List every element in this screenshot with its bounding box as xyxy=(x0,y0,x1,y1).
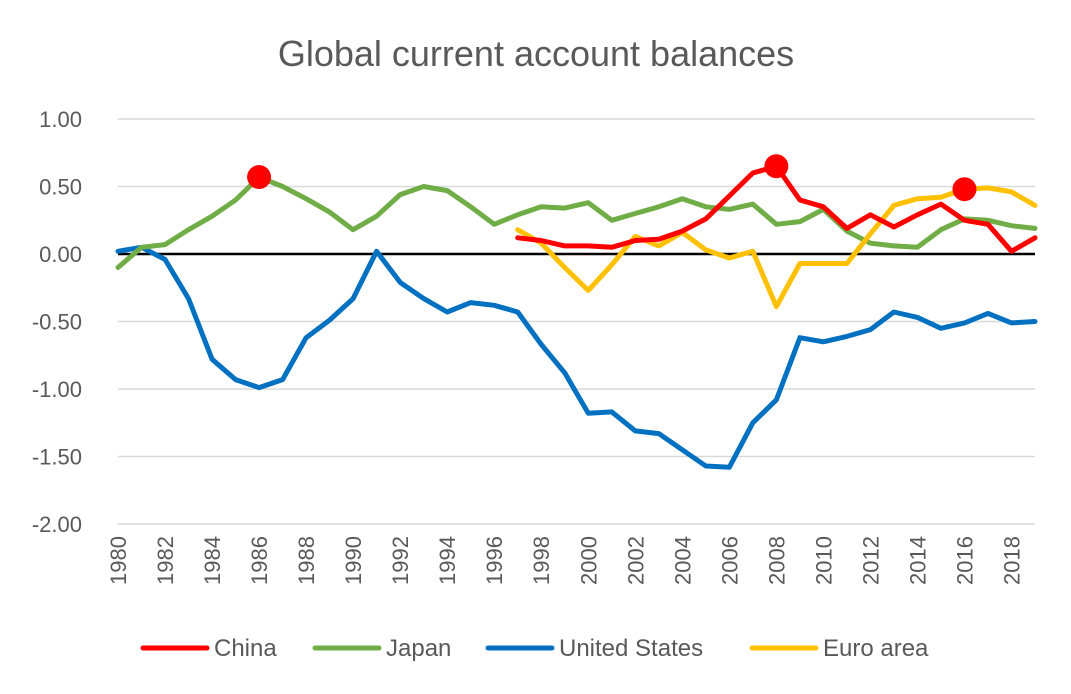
legend-item-china: China xyxy=(140,635,277,662)
x-tick-label: 2014 xyxy=(905,536,930,585)
x-tick-label: 2010 xyxy=(811,536,836,585)
y-axis: 1.00 0.50 0.00 -0.50 -1.00 -1.50 -2.00 xyxy=(32,107,82,537)
series-line-japan xyxy=(115,174,1038,270)
y-tick-label: 0.00 xyxy=(39,242,82,267)
x-tick-label: 1988 xyxy=(294,536,319,585)
chart-title: Global current account balances xyxy=(278,33,794,74)
legend: China Japan United States Euro area xyxy=(140,635,929,662)
x-tick-label: 2008 xyxy=(764,536,789,585)
legend-label: Japan xyxy=(386,635,451,662)
x-axis: 1980 1982 1984 1986 1988 1990 1992 1994 1996 1998… xyxy=(106,536,1024,585)
x-tick-label: 2002 xyxy=(623,536,648,585)
x-tick-label: 1990 xyxy=(341,536,366,585)
x-tick-label: 1984 xyxy=(200,536,225,585)
series-lines xyxy=(115,163,1038,470)
legend-label: Euro area xyxy=(823,635,929,662)
x-tick-label: 1982 xyxy=(153,536,178,585)
highlight-dot xyxy=(247,165,272,190)
gridlines xyxy=(118,118,1035,525)
x-tick-label: 1986 xyxy=(247,536,272,585)
legend-label: China xyxy=(214,635,277,662)
highlight-markers xyxy=(247,154,977,202)
y-tick-label: 1.00 xyxy=(39,107,82,132)
legend-item-euro-area: Euro area xyxy=(749,635,929,662)
y-tick-label: -2.00 xyxy=(32,512,82,537)
y-tick-label: 0.50 xyxy=(39,175,82,200)
x-tick-label: 2018 xyxy=(999,536,1024,585)
highlight-dot xyxy=(952,177,977,202)
x-tick-label: 1998 xyxy=(529,536,554,585)
x-tick-label: 1992 xyxy=(388,536,413,585)
y-tick-label: -1.00 xyxy=(32,377,82,402)
y-tick-label: -1.50 xyxy=(32,445,82,470)
series-line-euro-area xyxy=(515,185,1038,310)
x-tick-label: 2006 xyxy=(717,536,742,585)
x-tick-label: 2012 xyxy=(858,536,883,585)
x-tick-label: 2000 xyxy=(576,536,601,585)
x-tick-label: 1994 xyxy=(435,536,460,585)
x-tick-label: 2016 xyxy=(952,536,977,585)
legend-item-united-states: United States xyxy=(485,635,703,662)
x-tick-label: 2004 xyxy=(670,536,695,585)
legend-label: United States xyxy=(559,635,703,662)
series-line-united-states xyxy=(115,244,1038,470)
y-tick-label: -0.50 xyxy=(32,310,82,335)
highlight-dot xyxy=(764,154,789,179)
x-tick-label: 1996 xyxy=(482,536,507,585)
x-tick-label: 1980 xyxy=(106,536,131,585)
legend-item-japan: Japan xyxy=(312,635,451,662)
